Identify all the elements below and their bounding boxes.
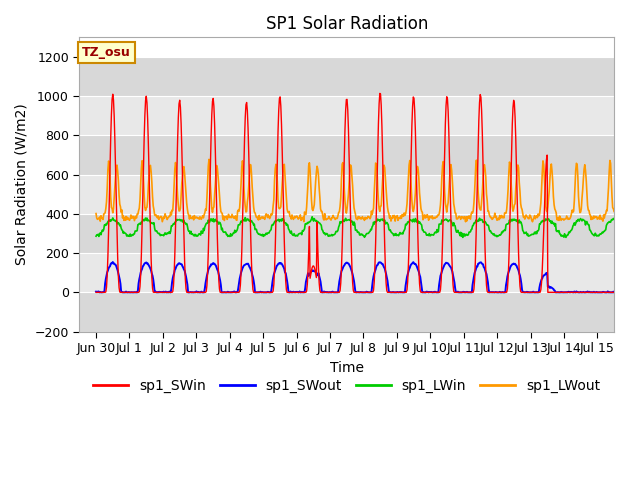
Legend: sp1_SWin, sp1_SWout, sp1_LWin, sp1_LWout: sp1_SWin, sp1_SWout, sp1_LWin, sp1_LWout (88, 373, 605, 398)
Bar (79, 57, 614, 96)
Bar (79, 96, 614, 135)
Bar (79, 292, 614, 332)
X-axis label: Time: Time (330, 360, 364, 374)
Bar (79, 253, 614, 292)
Bar (79, 175, 614, 214)
Bar (79, 135, 614, 175)
Bar (79, 214, 614, 253)
Title: SP1 Solar Radiation: SP1 Solar Radiation (266, 15, 428, 33)
Y-axis label: Solar Radiation (W/m2): Solar Radiation (W/m2) (15, 104, 29, 265)
Text: TZ_osu: TZ_osu (82, 46, 131, 59)
